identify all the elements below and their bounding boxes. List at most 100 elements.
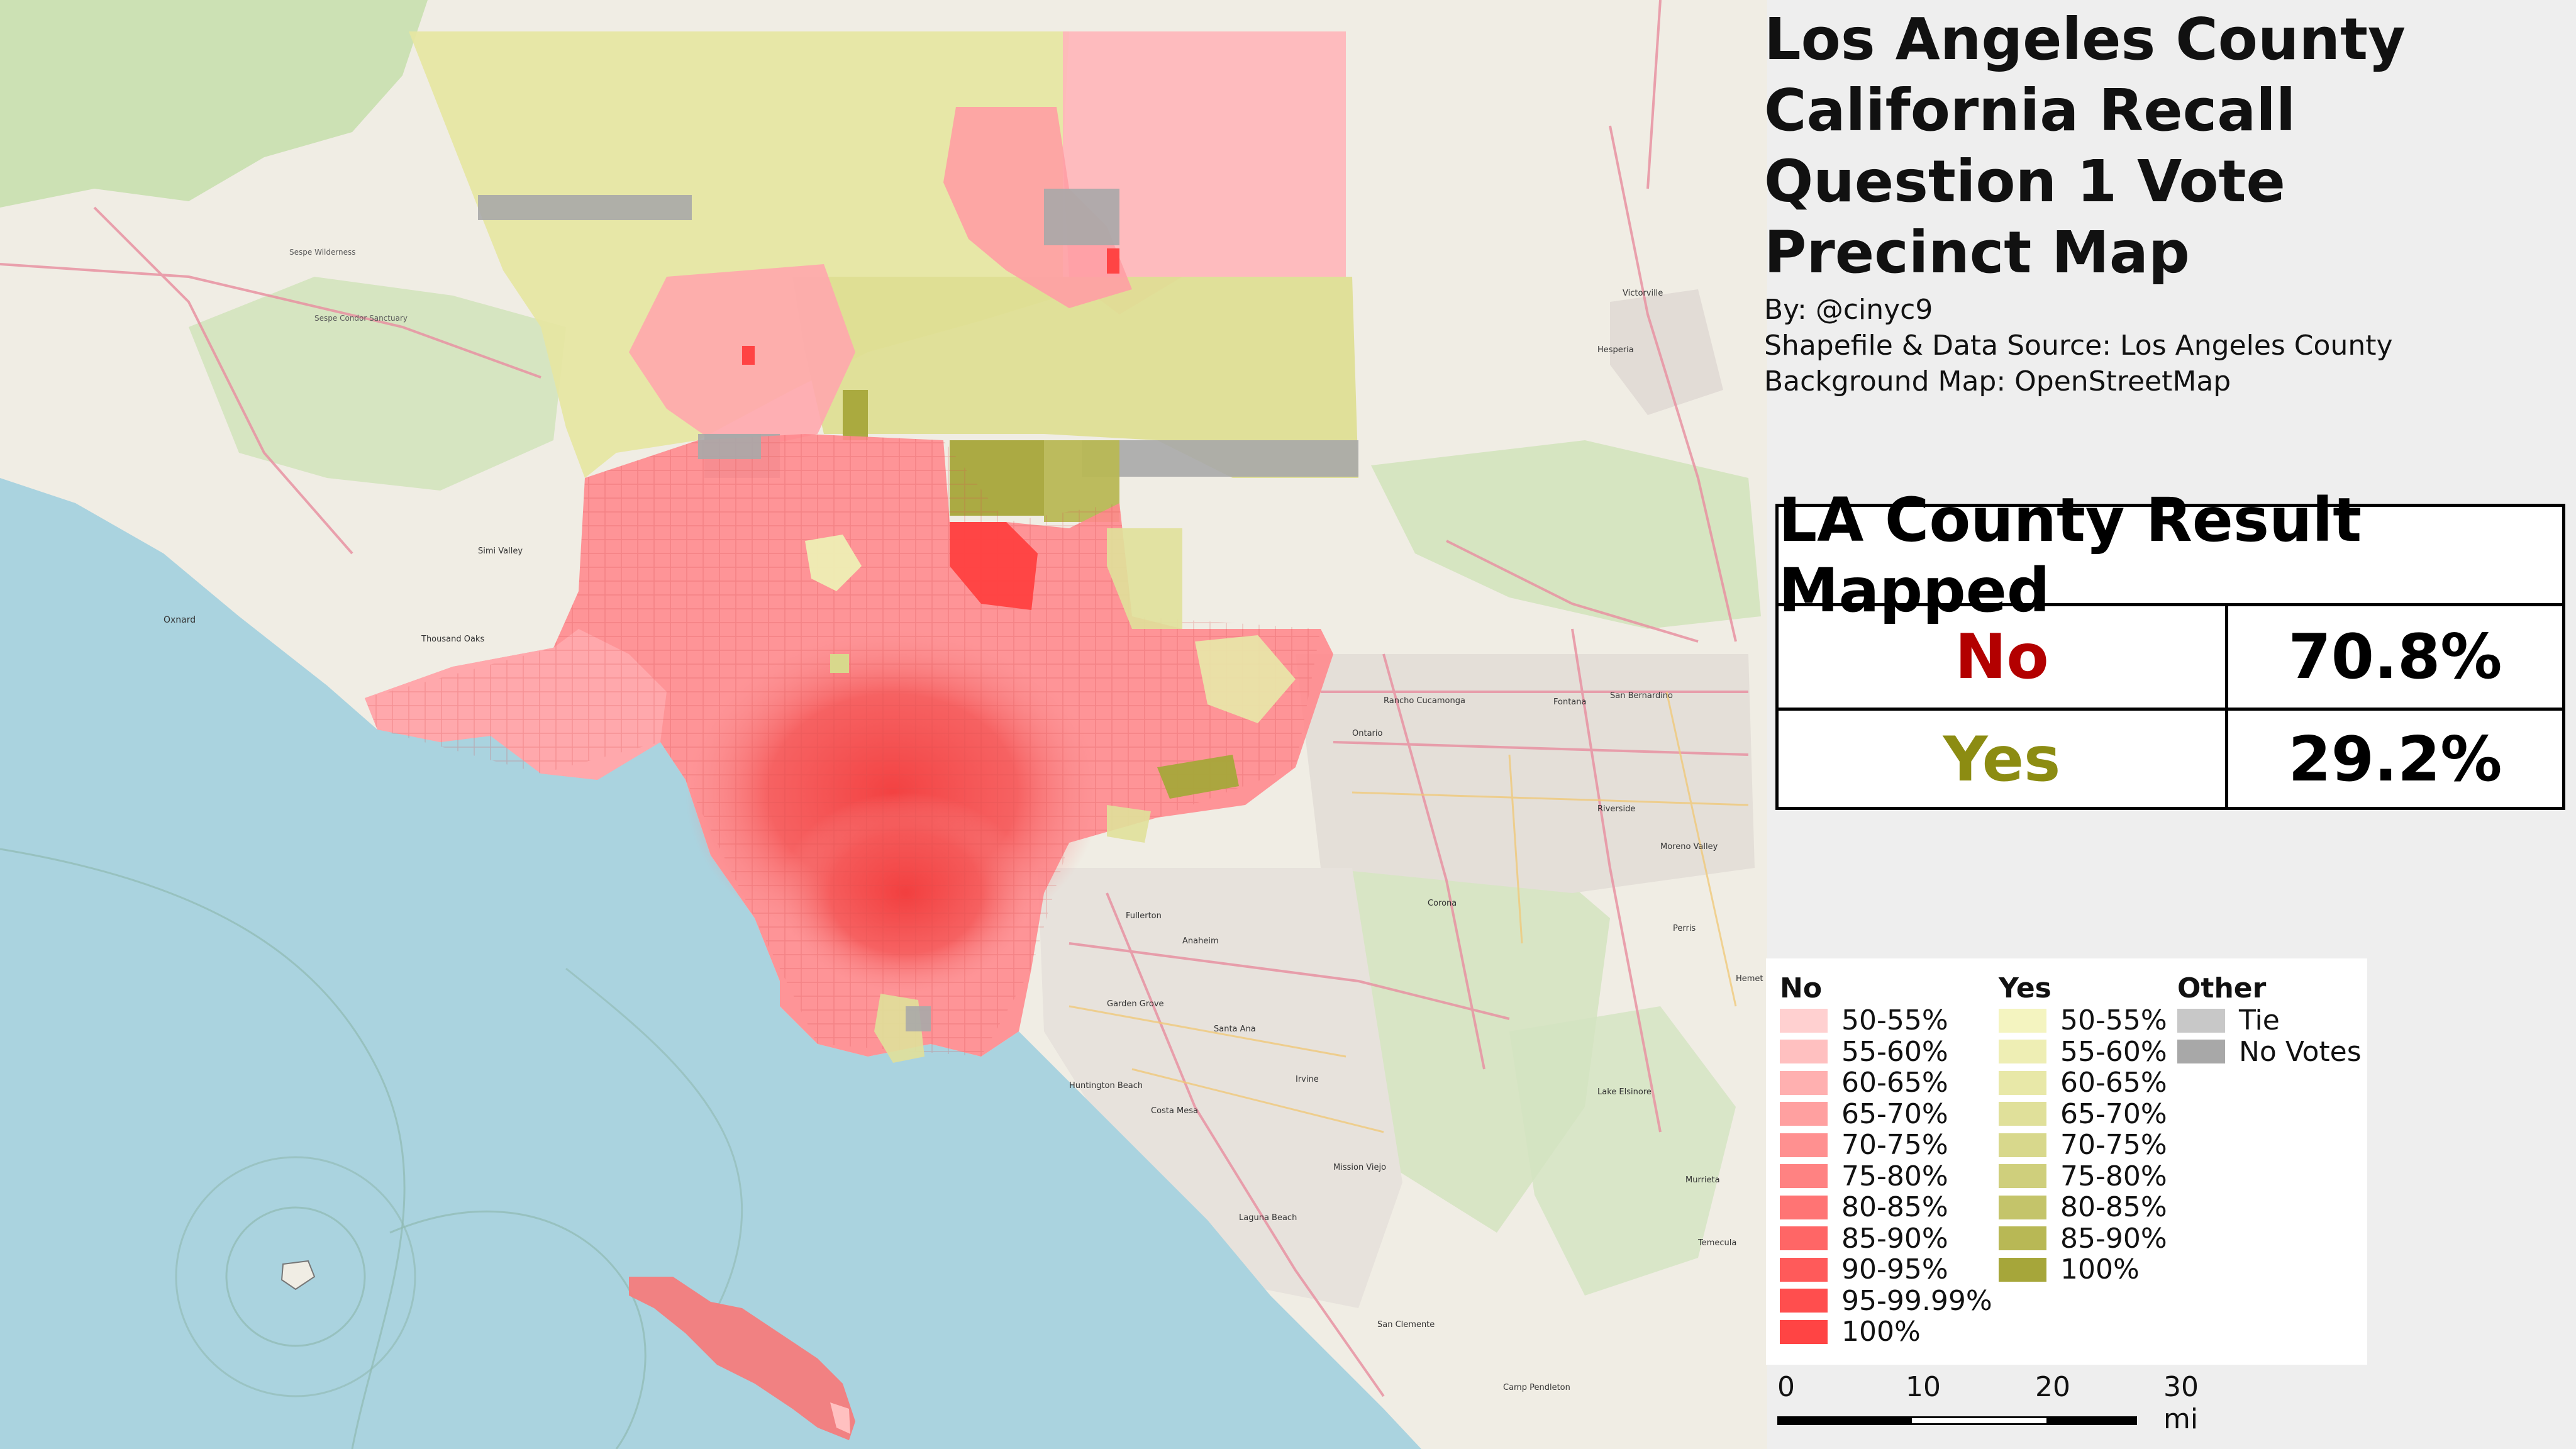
result-table: LA County Result Mapped No 70.8% Yes 29.… (1775, 485, 2565, 810)
forest-area (1509, 1006, 1736, 1296)
legend-heading-yes: Yes (1999, 972, 2051, 1004)
scale-bar-graphic (1777, 1416, 2137, 1425)
legend-swatch (1780, 1040, 1828, 1064)
precincts-no-votes (906, 1006, 931, 1031)
place-label-ontario: Ontario (1352, 729, 1382, 738)
legend-label: 100% (2060, 1253, 2140, 1286)
legend-item-no: 55-60% (1780, 1036, 1992, 1068)
scale-tick-30-mi: 30 mi (2163, 1371, 2199, 1435)
legend-item-no: 95-99.99% (1780, 1285, 1992, 1317)
legend-item-other: No Votes (2177, 1036, 2362, 1068)
legend-item-no: 80-85% (1780, 1191, 1992, 1223)
legend-swatch (1999, 1195, 2046, 1219)
place-label-hemet: Hemet (1736, 974, 1763, 984)
map-title: Los Angeles County California Recall Que… (1764, 6, 2406, 286)
legend-swatch (1999, 1226, 2046, 1251)
map-legend: No 50-55% 55-60% 60-65% 65-70% 70-75% 75-80% 8… (1766, 958, 2367, 1365)
legend-swatch (1780, 1289, 1828, 1313)
legend-label: 55-60% (2060, 1035, 2167, 1068)
maritime-boundary (389, 1210, 647, 1449)
precincts-no-100 (950, 522, 1038, 610)
scale-tick-10: 10 (1906, 1371, 1941, 1403)
place-label-anaheim: Anaheim (1182, 936, 1219, 946)
legend-swatch (1780, 1102, 1828, 1126)
place-label-mission-viejo: Mission Viejo (1333, 1163, 1386, 1172)
place-label-sespe-condor-sanctuary: Sespe Condor Sanctuary (314, 314, 408, 323)
park-area (189, 277, 566, 491)
legend-label: Tie (2239, 1004, 2280, 1037)
place-label-hesperia: Hesperia (1597, 345, 1634, 355)
legend-swatch (1780, 1164, 1828, 1189)
urban-area (1296, 654, 1755, 893)
pacific-ocean (0, 478, 1421, 1449)
legend-swatch (1999, 1257, 2046, 1282)
legend-label: 60-65% (2060, 1067, 2167, 1099)
legend-heading-no: No (1780, 972, 1823, 1004)
place-label-camp-pendleton: Camp Pendleton (1503, 1383, 1570, 1392)
result-percent-no: 70.8% (2288, 621, 2502, 693)
result-choice-no: No (1779, 606, 2228, 708)
place-label-corona: Corona (1428, 899, 1457, 908)
legend-swatch (1780, 1226, 1828, 1251)
legend-column-yes: Yes 50-55% 55-60% 60-65% 65-70% 70-75% 75-80%… (1999, 972, 2167, 1285)
santa-catalina-island (629, 1277, 855, 1440)
legend-label: 80-85% (2060, 1191, 2167, 1224)
legend-label: 70-75% (2060, 1129, 2167, 1162)
legend-item-yes: 75-80% (1999, 1160, 2167, 1192)
legend-label: 65-70% (1841, 1097, 1948, 1130)
legend-item-no: 65-70% (1780, 1097, 1992, 1130)
legend-label: 75-80% (1841, 1160, 1948, 1192)
precincts-antelope-valley (409, 31, 1069, 478)
data-source-credit: Shapefile & Data Source: Los Angeles Cou… (1764, 330, 2393, 362)
precincts-no-votes (1082, 440, 1358, 477)
place-label-san-bernardino: San Bernardino (1610, 691, 1673, 701)
legend-swatch (2177, 1008, 2225, 1033)
background-place-labels: Oxnard Thousand Oaks Simi Valley Rancho … (164, 248, 1763, 1392)
place-label-fontana: Fontana (1553, 697, 1586, 707)
precincts-yes-pocket (1107, 805, 1151, 843)
place-label-santa-ana: Santa Ana (1214, 1024, 1256, 1034)
scale-bar: 0 10 20 30 mi (1777, 1371, 2199, 1435)
legend-label: 70-75% (1841, 1129, 1948, 1162)
legend-swatch (1780, 1319, 1828, 1344)
legend-swatch (1780, 1195, 1828, 1219)
place-label-thousand-oaks: Thousand Oaks (421, 635, 484, 644)
precincts-no-votes (698, 434, 761, 459)
legend-item-yes: 85-90% (1999, 1223, 2167, 1255)
island-boundary-ring (175, 1156, 416, 1397)
place-label-murrieta: Murrieta (1685, 1175, 1720, 1185)
result-row-no: No 70.8% (1779, 606, 2562, 708)
author-credit: By: @cinyc9 (1764, 294, 1933, 326)
legend-swatch (1780, 1257, 1828, 1282)
precincts-yes-pocket (1107, 528, 1182, 629)
legend-swatch (1999, 1102, 2046, 1126)
legend-item-no: 70-75% (1780, 1129, 1992, 1162)
place-label-fullerton: Fullerton (1126, 911, 1162, 921)
legend-label: 95-99.99% (1841, 1284, 1992, 1317)
legend-item-no: 50-55% (1780, 1004, 1992, 1036)
legend-swatch (2177, 1040, 2225, 1064)
place-label-lake-elsinore: Lake Elsinore (1597, 1087, 1652, 1097)
legend-item-yes: 80-85% (1999, 1191, 2167, 1224)
legend-swatch (1780, 1133, 1828, 1157)
national-forest-area (1371, 440, 1761, 629)
legend-label: 55-60% (1841, 1035, 1948, 1068)
legend-item-yes: 50-55% (1999, 1004, 2167, 1036)
legend-label: 75-80% (2060, 1160, 2167, 1192)
urban-area (1610, 289, 1723, 415)
legend-swatch (1999, 1164, 2046, 1189)
legend-swatch (1999, 1070, 2046, 1095)
place-label-costa-mesa: Costa Mesa (1151, 1106, 1198, 1116)
precincts-san-gabriel-mountains (792, 277, 1358, 478)
title-block: Los Angeles County California Recall Que… (1764, 4, 2569, 399)
precincts-yes-100 (1157, 755, 1239, 799)
legend-item-yes: 65-70% (1999, 1098, 2167, 1130)
legend-item-yes: 70-75% (1999, 1129, 2167, 1162)
island-boundary-ring (225, 1206, 366, 1347)
legend-item-other: Tie (2177, 1004, 2362, 1037)
background-map-credit: Background Map: OpenStreetMap (1764, 365, 2231, 397)
scale-tick-0: 0 (1777, 1371, 1795, 1403)
place-label-irvine: Irvine (1296, 1075, 1319, 1084)
